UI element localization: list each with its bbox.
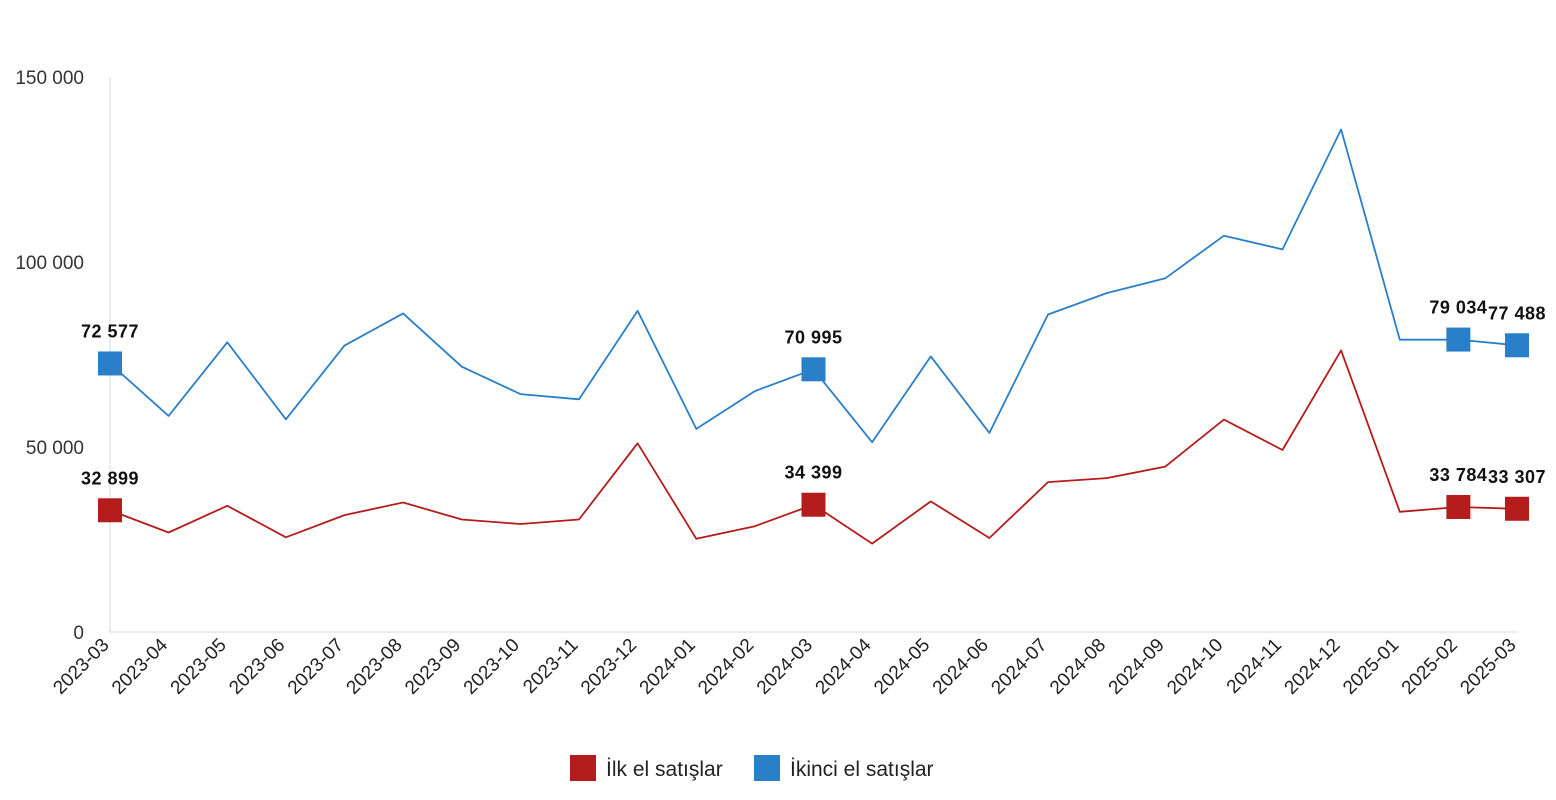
series-line-2 bbox=[109, 128, 1518, 444]
x-tick-label: 2024-08 bbox=[1046, 635, 1110, 699]
data-label: 70 995 bbox=[784, 327, 842, 347]
x-tick-label: 2023-12 bbox=[577, 635, 641, 699]
x-tick-label: 2024-02 bbox=[694, 635, 758, 699]
x-tick-label: 2025-01 bbox=[1339, 635, 1403, 699]
y-tick-label: 0 bbox=[73, 623, 84, 644]
legend-swatch bbox=[754, 755, 780, 781]
series-marker bbox=[98, 498, 122, 523]
series-marker bbox=[1505, 496, 1529, 521]
series-marker bbox=[801, 492, 826, 517]
legend-swatch bbox=[570, 755, 596, 781]
data-label: 72 577 bbox=[81, 321, 139, 341]
data-labels: 32 899 34 399 33 784 33 307 72 577 70 995 79 0… bbox=[81, 298, 1546, 489]
x-tick-label: 2024-05 bbox=[870, 635, 934, 699]
x-tick-label: 2024-06 bbox=[929, 635, 993, 699]
y-tick-label: 50 000 bbox=[26, 438, 84, 459]
x-tick-label: 2023-05 bbox=[167, 635, 231, 699]
y-tick-label: 100 000 bbox=[15, 253, 84, 274]
x-tick-label: 2023-09 bbox=[401, 635, 465, 699]
x-tick-label: 2023-04 bbox=[108, 634, 172, 698]
x-tick-label: 2023-06 bbox=[225, 635, 289, 699]
x-tick-label: 2025-02 bbox=[1398, 635, 1462, 699]
x-tick-label: 2024-03 bbox=[753, 635, 817, 699]
x-tick-label: 2024-07 bbox=[987, 635, 1051, 699]
x-tick-label: 2023-03 bbox=[49, 635, 113, 699]
series-layer bbox=[98, 128, 1529, 545]
legend-label: İlk el satışlar bbox=[606, 758, 723, 781]
series-marker bbox=[1505, 333, 1529, 358]
series-marker bbox=[1446, 494, 1471, 519]
x-tick-label: 2024-01 bbox=[636, 635, 700, 699]
data-label: 33 307 bbox=[1488, 467, 1546, 487]
x-tick-label: 2024-10 bbox=[1163, 635, 1227, 699]
data-label: 33 784 bbox=[1429, 465, 1487, 485]
x-tick-label: 2024-09 bbox=[1105, 635, 1169, 699]
y-tick-label: 150 000 bbox=[15, 68, 84, 89]
x-tick-label: 2023-08 bbox=[343, 635, 407, 699]
series-marker bbox=[98, 351, 122, 376]
series-marker bbox=[1446, 327, 1471, 352]
legend-label: İkinci el satışlar bbox=[790, 758, 934, 781]
y-axis: 0 50 000 100 000 150 000 bbox=[15, 68, 111, 644]
data-label: 32 899 bbox=[81, 468, 139, 488]
x-tick-label: 2023-10 bbox=[460, 635, 524, 699]
x-tick-label: 2024-12 bbox=[1281, 635, 1345, 699]
data-label: 77 488 bbox=[1488, 303, 1546, 323]
data-label: 34 399 bbox=[784, 463, 842, 483]
series-marker bbox=[801, 357, 826, 382]
legend: İlk el satışlar İkinci el satışlar bbox=[570, 755, 934, 781]
x-tick-label: 2024-04 bbox=[812, 634, 876, 698]
x-axis: 2023-032023-042023-052023-062023-072023-… bbox=[49, 631, 1521, 699]
x-tick-label: 2023-07 bbox=[284, 635, 348, 699]
x-tick-label: 2023-11 bbox=[519, 635, 582, 698]
data-label: 79 034 bbox=[1429, 298, 1487, 318]
x-tick-label: 2024-11 bbox=[1223, 635, 1286, 698]
x-tick-label: 2025-03 bbox=[1456, 635, 1520, 699]
